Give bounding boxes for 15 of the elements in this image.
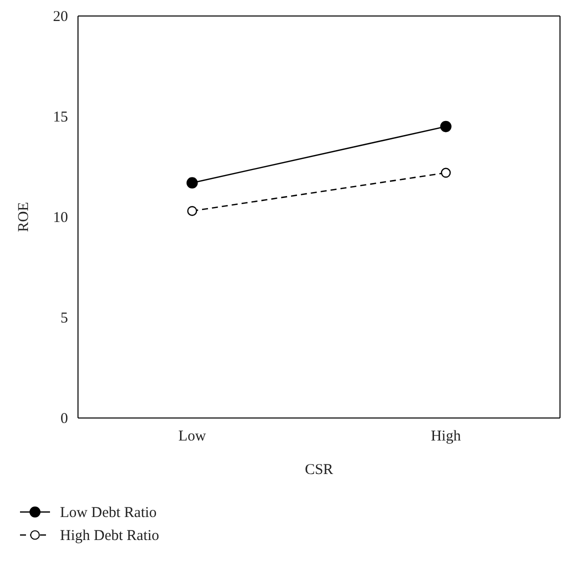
x-tick-label: High [430, 428, 462, 445]
y-tick-label: 10 [53, 210, 68, 226]
y-tick-label: 20 [53, 8, 68, 25]
point [186, 177, 198, 188]
y-tick-label: 15 [53, 109, 68, 126]
x-tick-label: Low [178, 428, 206, 445]
point [440, 168, 451, 178]
point [187, 206, 198, 216]
legend-label: High Debt Ratio [60, 528, 160, 544]
y-tick-label: 5 [60, 310, 68, 326]
x-axis-title: CSR [304, 462, 334, 478]
point [440, 120, 452, 132]
y-axis-title: ROE [16, 202, 32, 232]
legend-label: Low Debt Ratio [60, 505, 157, 521]
y-tick-label: 0 [60, 410, 68, 427]
